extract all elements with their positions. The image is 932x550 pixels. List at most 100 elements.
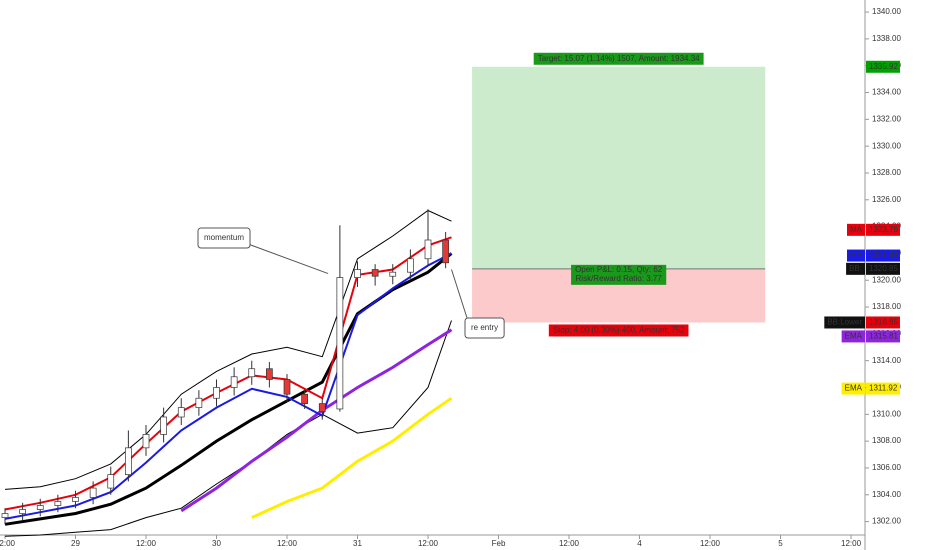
x-tick-label: 12:00	[841, 539, 862, 548]
annotation-pointer	[451, 269, 469, 322]
y-tick-label: 1338.00	[872, 34, 901, 43]
candle-body	[336, 277, 344, 410]
position-label-bg	[533, 52, 704, 65]
ratio-label: Risk/Reward Ratio: 3.77	[576, 274, 663, 283]
target-zone	[472, 66, 766, 269]
candle-body	[54, 501, 62, 506]
candle-body	[89, 487, 97, 498]
price-label: 1323.76	[869, 225, 898, 234]
price-label-bg	[866, 60, 900, 73]
annotation-pointer	[247, 243, 329, 275]
candle-body	[371, 269, 379, 277]
price-tag: MA	[850, 251, 863, 260]
y-tick-label: 1306.00	[872, 463, 901, 472]
price-tag-bg	[846, 262, 865, 275]
price-label: 1311.92	[869, 384, 898, 393]
y-tick-label: 1314.00	[872, 356, 901, 365]
candle-body	[283, 379, 291, 395]
candle-body	[442, 239, 449, 264]
x-tick-label: 12:00	[559, 539, 580, 548]
candle-body	[301, 393, 308, 404]
price-tag-bg	[841, 330, 865, 343]
price-label: 1316.85	[869, 318, 898, 327]
price-tag: MA	[850, 225, 863, 234]
price-label-bg	[866, 262, 900, 275]
price-label-bg	[866, 223, 900, 236]
candle-body	[107, 474, 115, 489]
candle-body	[266, 368, 273, 380]
position-label: Stop: 4.00 (0.30%) 400, Amount: 752	[553, 326, 685, 335]
price-tag-bg	[847, 249, 865, 262]
annotation-box	[464, 317, 505, 339]
candle-body	[248, 368, 256, 378]
y-tick-label: 1320.00	[872, 275, 901, 284]
x-tick-label: 29	[71, 539, 80, 548]
candle-body	[160, 416, 167, 435]
y-tick-label: 1334.00	[872, 88, 901, 97]
x-tick-label: 31	[353, 539, 362, 548]
candle-body	[1, 513, 9, 518]
candle-body	[213, 387, 220, 399]
price-label-bg	[866, 249, 900, 262]
price-tag: EMA	[845, 384, 863, 393]
y-tick-label: 1302.00	[872, 517, 901, 526]
y-tick-label: 1304.00	[872, 490, 901, 499]
x-tick-label: Feb	[492, 539, 506, 548]
indicator-line	[4, 252, 452, 520]
y-tick-label: 1326.00	[872, 195, 901, 204]
x-tick-label: 4	[637, 539, 642, 548]
indicator-line	[251, 396, 453, 519]
x-tick-label: 12:00	[136, 539, 157, 548]
price-label-bg	[866, 330, 900, 343]
x-tick-label: 12:00	[700, 539, 721, 548]
candle-body	[142, 434, 150, 449]
candle-body	[125, 447, 132, 476]
price-tag: EMA	[845, 332, 863, 341]
price-label: 1315.81	[869, 332, 898, 341]
position-label-bg	[548, 324, 689, 337]
candle-body	[354, 269, 361, 278]
candle-body	[318, 403, 326, 412]
candle-body	[195, 397, 203, 408]
pnl-label: Open P&L: 0.15, Qty: 62	[575, 265, 663, 274]
price-label: 1321.84	[869, 251, 898, 260]
price-label-bg	[866, 316, 900, 329]
candle-body	[407, 258, 414, 273]
candle-body	[36, 505, 44, 510]
annotation-text: re entry	[471, 323, 498, 332]
annotation-text: momentum	[204, 233, 244, 242]
price-tag: BB:	[849, 264, 862, 273]
position-label: Target: 15.07 (1.14%) 1507, Amount: 1934…	[538, 54, 700, 63]
y-tick-label: 1310.00	[872, 409, 901, 418]
x-tick-label: 12:00	[418, 539, 439, 548]
price-tag-bg	[847, 223, 865, 236]
price-label: 1335.92	[869, 62, 898, 71]
x-tick-label: 12:00	[0, 539, 16, 548]
price-tag-bg	[841, 382, 865, 395]
y-tick-label: 1332.00	[872, 114, 901, 123]
y-tick-label: 1318.00	[872, 302, 901, 311]
annotation-box	[197, 227, 251, 249]
pnl-label-bg	[571, 264, 667, 285]
indicator-line	[4, 320, 452, 537]
y-tick-label: 1308.00	[872, 436, 901, 445]
y-tick-label: 1328.00	[872, 168, 901, 177]
x-tick-label: 30	[212, 539, 221, 548]
candle-body	[230, 376, 238, 388]
candle-body	[19, 509, 26, 514]
candle-body	[177, 407, 185, 418]
price-label: 1320.85	[869, 264, 898, 273]
price-tag: BB:Lower	[827, 318, 862, 327]
price-tag-bg	[824, 316, 865, 329]
x-tick-label: 12:00	[277, 539, 298, 548]
candle-body	[389, 271, 397, 277]
y-tick-label: 1340.00	[872, 7, 901, 16]
candle-body	[424, 239, 432, 260]
price-label-bg	[866, 382, 900, 395]
candle-body	[72, 497, 79, 502]
y-tick-label: 1330.00	[872, 141, 901, 150]
x-tick-label: 5	[778, 539, 783, 548]
indicator-line	[4, 209, 452, 490]
